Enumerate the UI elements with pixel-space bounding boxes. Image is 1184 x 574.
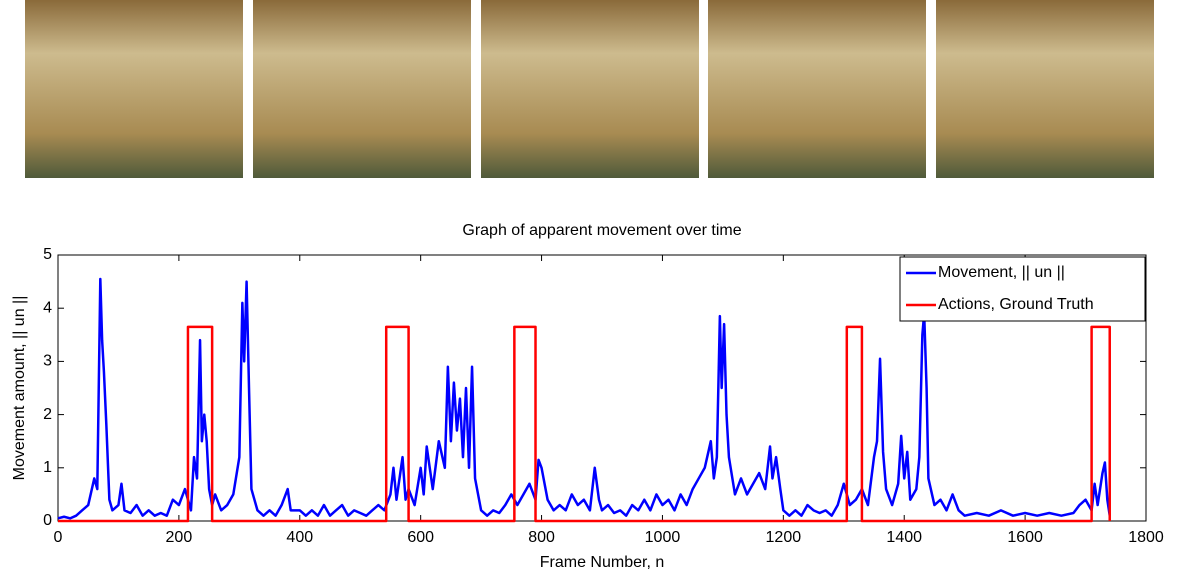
x-tick-label: 1400 bbox=[886, 529, 922, 546]
video-frame bbox=[936, 0, 1154, 178]
x-tick-label: 1200 bbox=[766, 529, 802, 546]
chart-title: Graph of apparent movement over time bbox=[462, 222, 741, 239]
video-frame bbox=[25, 0, 243, 178]
x-tick-label: 600 bbox=[407, 529, 434, 546]
x-tick-label: 0 bbox=[54, 529, 63, 546]
x-tick-label: 400 bbox=[286, 529, 313, 546]
legend-box bbox=[899, 256, 1146, 322]
x-tick-label: 200 bbox=[166, 529, 193, 546]
photo-strip bbox=[25, 0, 1154, 178]
video-frame bbox=[481, 0, 699, 178]
x-axis-label: Frame Number, n bbox=[540, 554, 664, 571]
y-tick-label: 0 bbox=[43, 512, 52, 529]
y-tick-label: 4 bbox=[43, 299, 52, 316]
video-frame bbox=[253, 0, 471, 178]
x-tick-label: 800 bbox=[528, 529, 555, 546]
legend-label: Movement, || un || bbox=[938, 264, 1065, 281]
y-tick-label: 1 bbox=[43, 459, 52, 476]
series-line bbox=[57, 277, 1111, 520]
y-tick-label: 5 bbox=[43, 246, 52, 263]
video-frame bbox=[708, 0, 926, 178]
y-tick-label: 3 bbox=[43, 353, 52, 370]
x-tick-label: 1800 bbox=[1128, 529, 1164, 546]
series-line bbox=[58, 325, 1111, 523]
legend-label: Actions, Ground Truth bbox=[938, 296, 1094, 313]
y-tick-label: 2 bbox=[43, 406, 52, 423]
x-tick-label: 1000 bbox=[645, 529, 681, 546]
x-tick-label: 1600 bbox=[1007, 529, 1043, 546]
y-axis-label: Movement amount, || un || bbox=[11, 296, 28, 481]
